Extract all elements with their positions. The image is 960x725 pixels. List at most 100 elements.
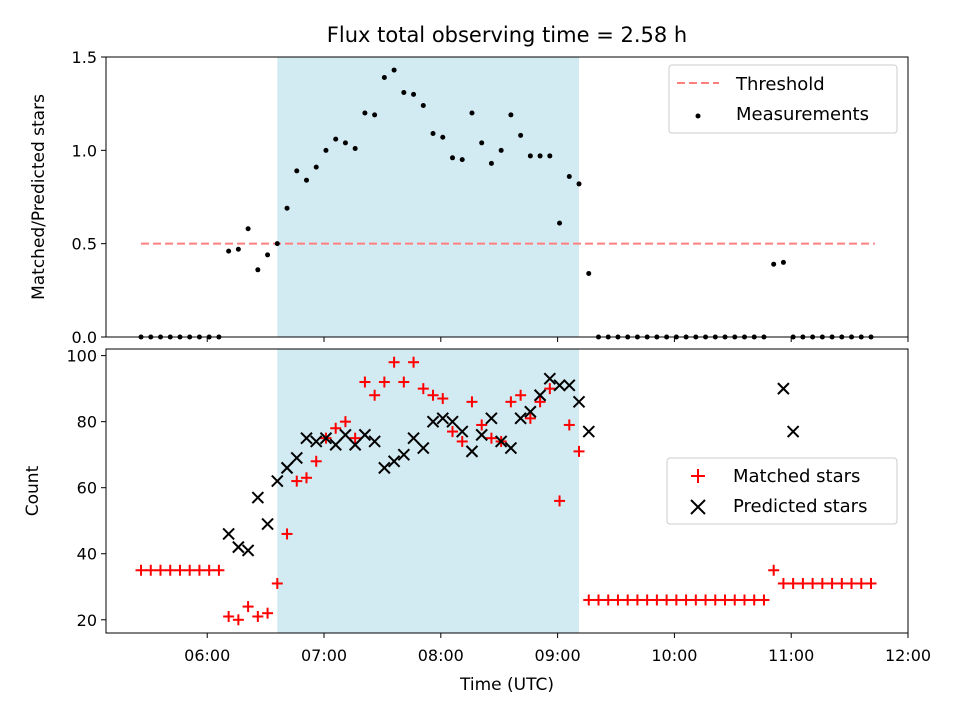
matched-star-point (631, 594, 643, 606)
predicted-star-point (533, 389, 547, 402)
matched-star-point (193, 564, 205, 576)
measurement-point (372, 112, 378, 118)
matched-star-point (563, 419, 575, 431)
y-tick-label: 0.5 (72, 235, 97, 254)
matched-star-point (534, 396, 546, 408)
measurement-point (381, 75, 387, 81)
matched-star-point (670, 594, 682, 606)
measurement-point (566, 173, 572, 179)
measurement-point (245, 226, 251, 232)
measurement-point (430, 131, 436, 137)
matched-star-point (641, 594, 653, 606)
predicted-star-point (348, 438, 362, 451)
predicted-star-point (543, 372, 557, 385)
predicted-star-point (339, 428, 352, 442)
x-tick-label: 12:00 (885, 646, 931, 665)
predicted-star-point (329, 438, 342, 451)
matched-star-point (807, 577, 819, 589)
matched-star-point (846, 577, 858, 589)
x-tick-label: 08:00 (418, 646, 464, 665)
matched-star-point (592, 594, 604, 606)
matched-star-point (369, 389, 381, 401)
measurement-point (274, 241, 280, 247)
top-x-ticks (206, 337, 909, 342)
predicted-star-point (475, 428, 488, 442)
matched-star-point (232, 614, 244, 626)
bottom-legend-box (666, 457, 898, 525)
matched-star-point (485, 432, 497, 444)
matched-star-point (417, 383, 429, 395)
measurement-point (498, 147, 504, 153)
matched-star-point (349, 432, 361, 444)
measurement-point (449, 155, 455, 161)
matched-star-point (515, 389, 527, 401)
predicted-star-point (241, 544, 255, 557)
matched-star-point (690, 594, 702, 606)
top-observing-span (277, 57, 580, 337)
predicted-star-point (417, 441, 430, 455)
predicted-star-point (786, 425, 800, 438)
measurement-point (333, 136, 339, 142)
matched-star-point (476, 419, 488, 431)
y-tick-label: 40 (77, 545, 97, 564)
measurement-point (401, 89, 407, 95)
predicted-star-point (232, 540, 245, 554)
matched-star-point (378, 376, 390, 388)
matched-star-point (174, 564, 186, 576)
predicted-star-point (387, 455, 401, 468)
predicted-star-point (300, 431, 313, 445)
x-tick-label: 11:00 (768, 646, 814, 665)
matched-star-point (612, 594, 624, 606)
matched-star-point (223, 610, 235, 622)
matched-star-point (544, 383, 556, 395)
matched-star-point (388, 356, 400, 368)
measurement-point (391, 67, 397, 73)
legend-predicted-swatch (690, 499, 706, 515)
matched-star-point (301, 472, 312, 484)
matched-star-point (622, 594, 634, 606)
matched-star-point (554, 495, 566, 507)
legend-threshold-label: Threshold (735, 74, 825, 95)
bottom-legend: Matched stars Predicted stars (666, 457, 898, 525)
bottom-x-ticks: 06:00 07:00 08:00 09:00 10:00 11:00 12:00 (184, 633, 931, 665)
predicted-star-point (280, 461, 294, 475)
matched-star-point (466, 396, 478, 408)
predicted-star-point (407, 431, 420, 445)
measurement-point (352, 145, 358, 151)
top-plot-frame (105, 56, 909, 338)
y-tick-label: 20 (77, 611, 97, 630)
matched-star-point (768, 564, 780, 576)
matched-star-point (291, 475, 303, 487)
matched-star-point (184, 564, 196, 576)
matched-star-point (252, 610, 264, 622)
matched-star-point (145, 564, 157, 576)
y-tick-label: 60 (77, 479, 97, 498)
matched-star-point (427, 389, 439, 401)
matched-star-point (135, 564, 147, 576)
measurement-point (323, 147, 329, 153)
matched-star-point (729, 594, 741, 606)
matched-star-point (787, 577, 799, 589)
x-tick-label: 09:00 (535, 646, 581, 665)
legend-matched-swatch (691, 469, 705, 483)
matched-star-point (203, 564, 215, 576)
matched-star-point (310, 455, 322, 467)
predicted-star-point (524, 405, 537, 418)
y-tick-label: 1.0 (72, 141, 97, 160)
matched-star-point (816, 577, 828, 589)
bottom-y-axis-label: Count (23, 465, 43, 516)
matched-star-point (164, 564, 176, 576)
predicted-star-point (553, 379, 566, 392)
predicted-star-point (465, 445, 479, 458)
predicted-star-point (368, 435, 381, 448)
measurement-point (527, 153, 533, 159)
matched-star-point (456, 435, 468, 447)
matched-star-point (262, 607, 274, 619)
matched-star-point (700, 594, 712, 606)
predicted-star-point (446, 415, 459, 428)
measurement-point (557, 220, 563, 226)
matched-star-point (855, 577, 867, 589)
top-y-ticks: 0.0 0.5 1.0 1.5 (72, 48, 106, 347)
matched-star-point (758, 594, 770, 606)
bottom-y-ticks: 20 40 60 80 100 (66, 347, 106, 630)
